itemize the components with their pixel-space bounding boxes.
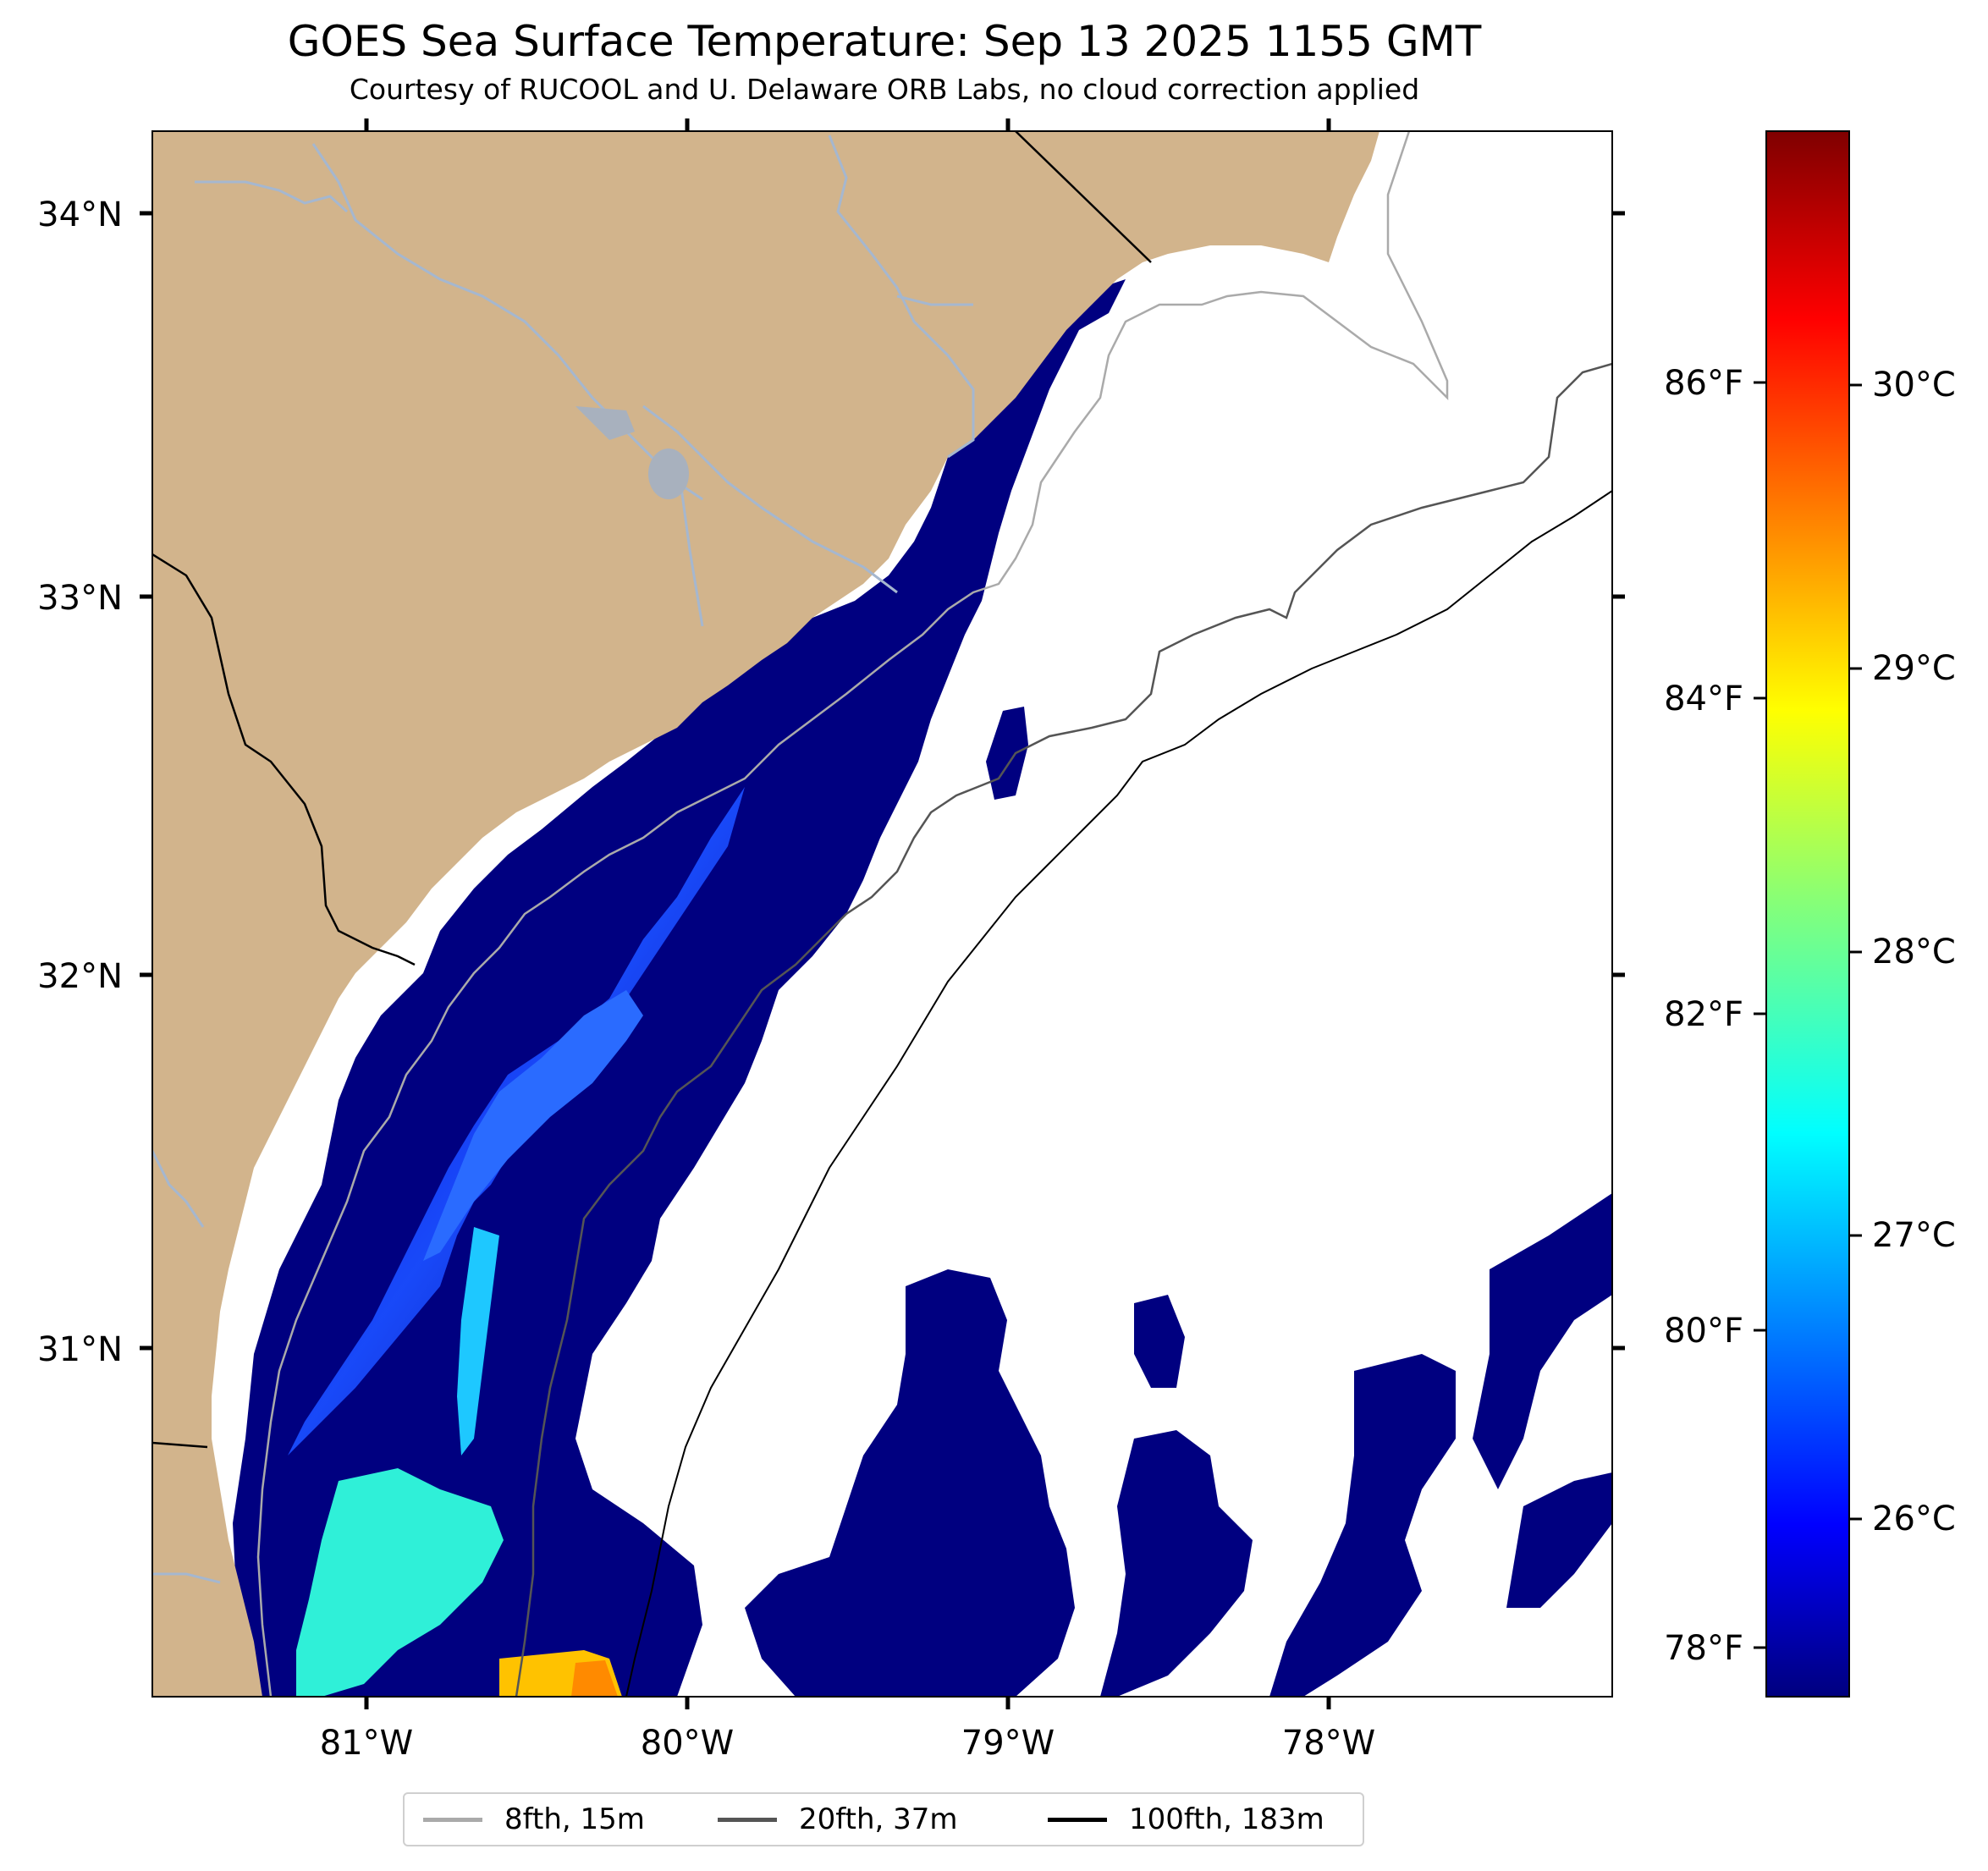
lake-marion — [648, 448, 689, 499]
colorbar — [1765, 130, 1850, 1698]
sst-southeast-patch-6 — [1506, 1472, 1612, 1608]
sst-southeast-patch-4 — [1269, 1354, 1456, 1697]
cbar-label-28c: 28°C — [1872, 933, 1956, 971]
cbar-label-27c: 27°C — [1872, 1216, 1956, 1255]
legend-item-100fth: 100fth, 183m — [1048, 1794, 1324, 1845]
rivers — [152, 135, 975, 1584]
map-frame — [151, 130, 1613, 1698]
legend-label-20fth: 20fth, 37m — [799, 1802, 958, 1836]
sst-southeast-patch-5 — [1473, 1193, 1612, 1489]
lon-label-78w: 78°W — [1282, 1724, 1375, 1763]
cbar-label-30c: 30°C — [1872, 366, 1956, 404]
lat-label-32n: 32°N — [37, 957, 123, 996]
state-borders — [152, 131, 1152, 1449]
sst-mid-plume — [423, 990, 643, 1261]
sst-coastal-band — [233, 279, 1126, 1697]
isobath-legend: 8fth, 15m 20fth, 37m 100fth, 183m — [403, 1792, 1364, 1846]
lat-label-33n: 33°N — [37, 579, 123, 618]
legend-item-20fth: 20fth, 37m — [718, 1794, 958, 1845]
cbar-label-26c: 26°C — [1872, 1500, 1956, 1538]
cbar-label-82f: 82°F — [1664, 995, 1743, 1034]
sst-southeast-patch-3 — [1100, 1430, 1253, 1697]
sst-cyan-streak — [457, 1227, 499, 1456]
colorbar-ticks — [1754, 381, 1862, 1649]
isobath-20fth — [515, 362, 1612, 1697]
legend-swatch-100fth — [1048, 1817, 1107, 1822]
land — [152, 131, 1379, 1697]
sst-southeast-patch-2 — [1134, 1295, 1185, 1388]
sst-offshore-blob — [986, 707, 1028, 800]
legend-item-8fth: 8fth, 15m — [423, 1794, 645, 1845]
cbar-label-84f: 84°F — [1664, 680, 1743, 718]
map-title: GOES Sea Surface Temperature: Sep 13 202… — [287, 17, 1482, 66]
legend-swatch-8fth — [423, 1817, 482, 1822]
map-subtitle: Courtesy of RUCOOL and U. Delaware ORB L… — [349, 73, 1420, 106]
legend-label-8fth: 8fth, 15m — [504, 1802, 645, 1836]
lat-label-31n: 31°N — [37, 1330, 123, 1369]
sst-warm-core — [571, 1660, 618, 1697]
lake-moultrie — [575, 406, 635, 440]
sst-cyan-patch — [296, 1468, 504, 1697]
cbar-label-78f: 78°F — [1664, 1629, 1743, 1668]
sst-southeast-patch-1 — [745, 1269, 1075, 1697]
lon-label-80w: 80°W — [641, 1724, 734, 1763]
legend-label-100fth: 100fth, 183m — [1129, 1802, 1324, 1836]
cbar-label-86f: 86°F — [1664, 364, 1743, 403]
lat-label-34n: 34°N — [37, 195, 123, 234]
isobath-100fth — [625, 490, 1612, 1697]
lon-ticks — [364, 118, 1331, 1709]
legend-swatch-20fth — [718, 1817, 777, 1822]
isobath-8fth — [256, 131, 1449, 1697]
lat-ticks — [140, 211, 1625, 1351]
cbar-label-80f: 80°F — [1664, 1312, 1743, 1351]
cbar-label-29c: 29°C — [1872, 649, 1956, 688]
lon-label-79w: 79°W — [961, 1724, 1055, 1763]
lon-label-81w: 81°W — [320, 1724, 413, 1763]
